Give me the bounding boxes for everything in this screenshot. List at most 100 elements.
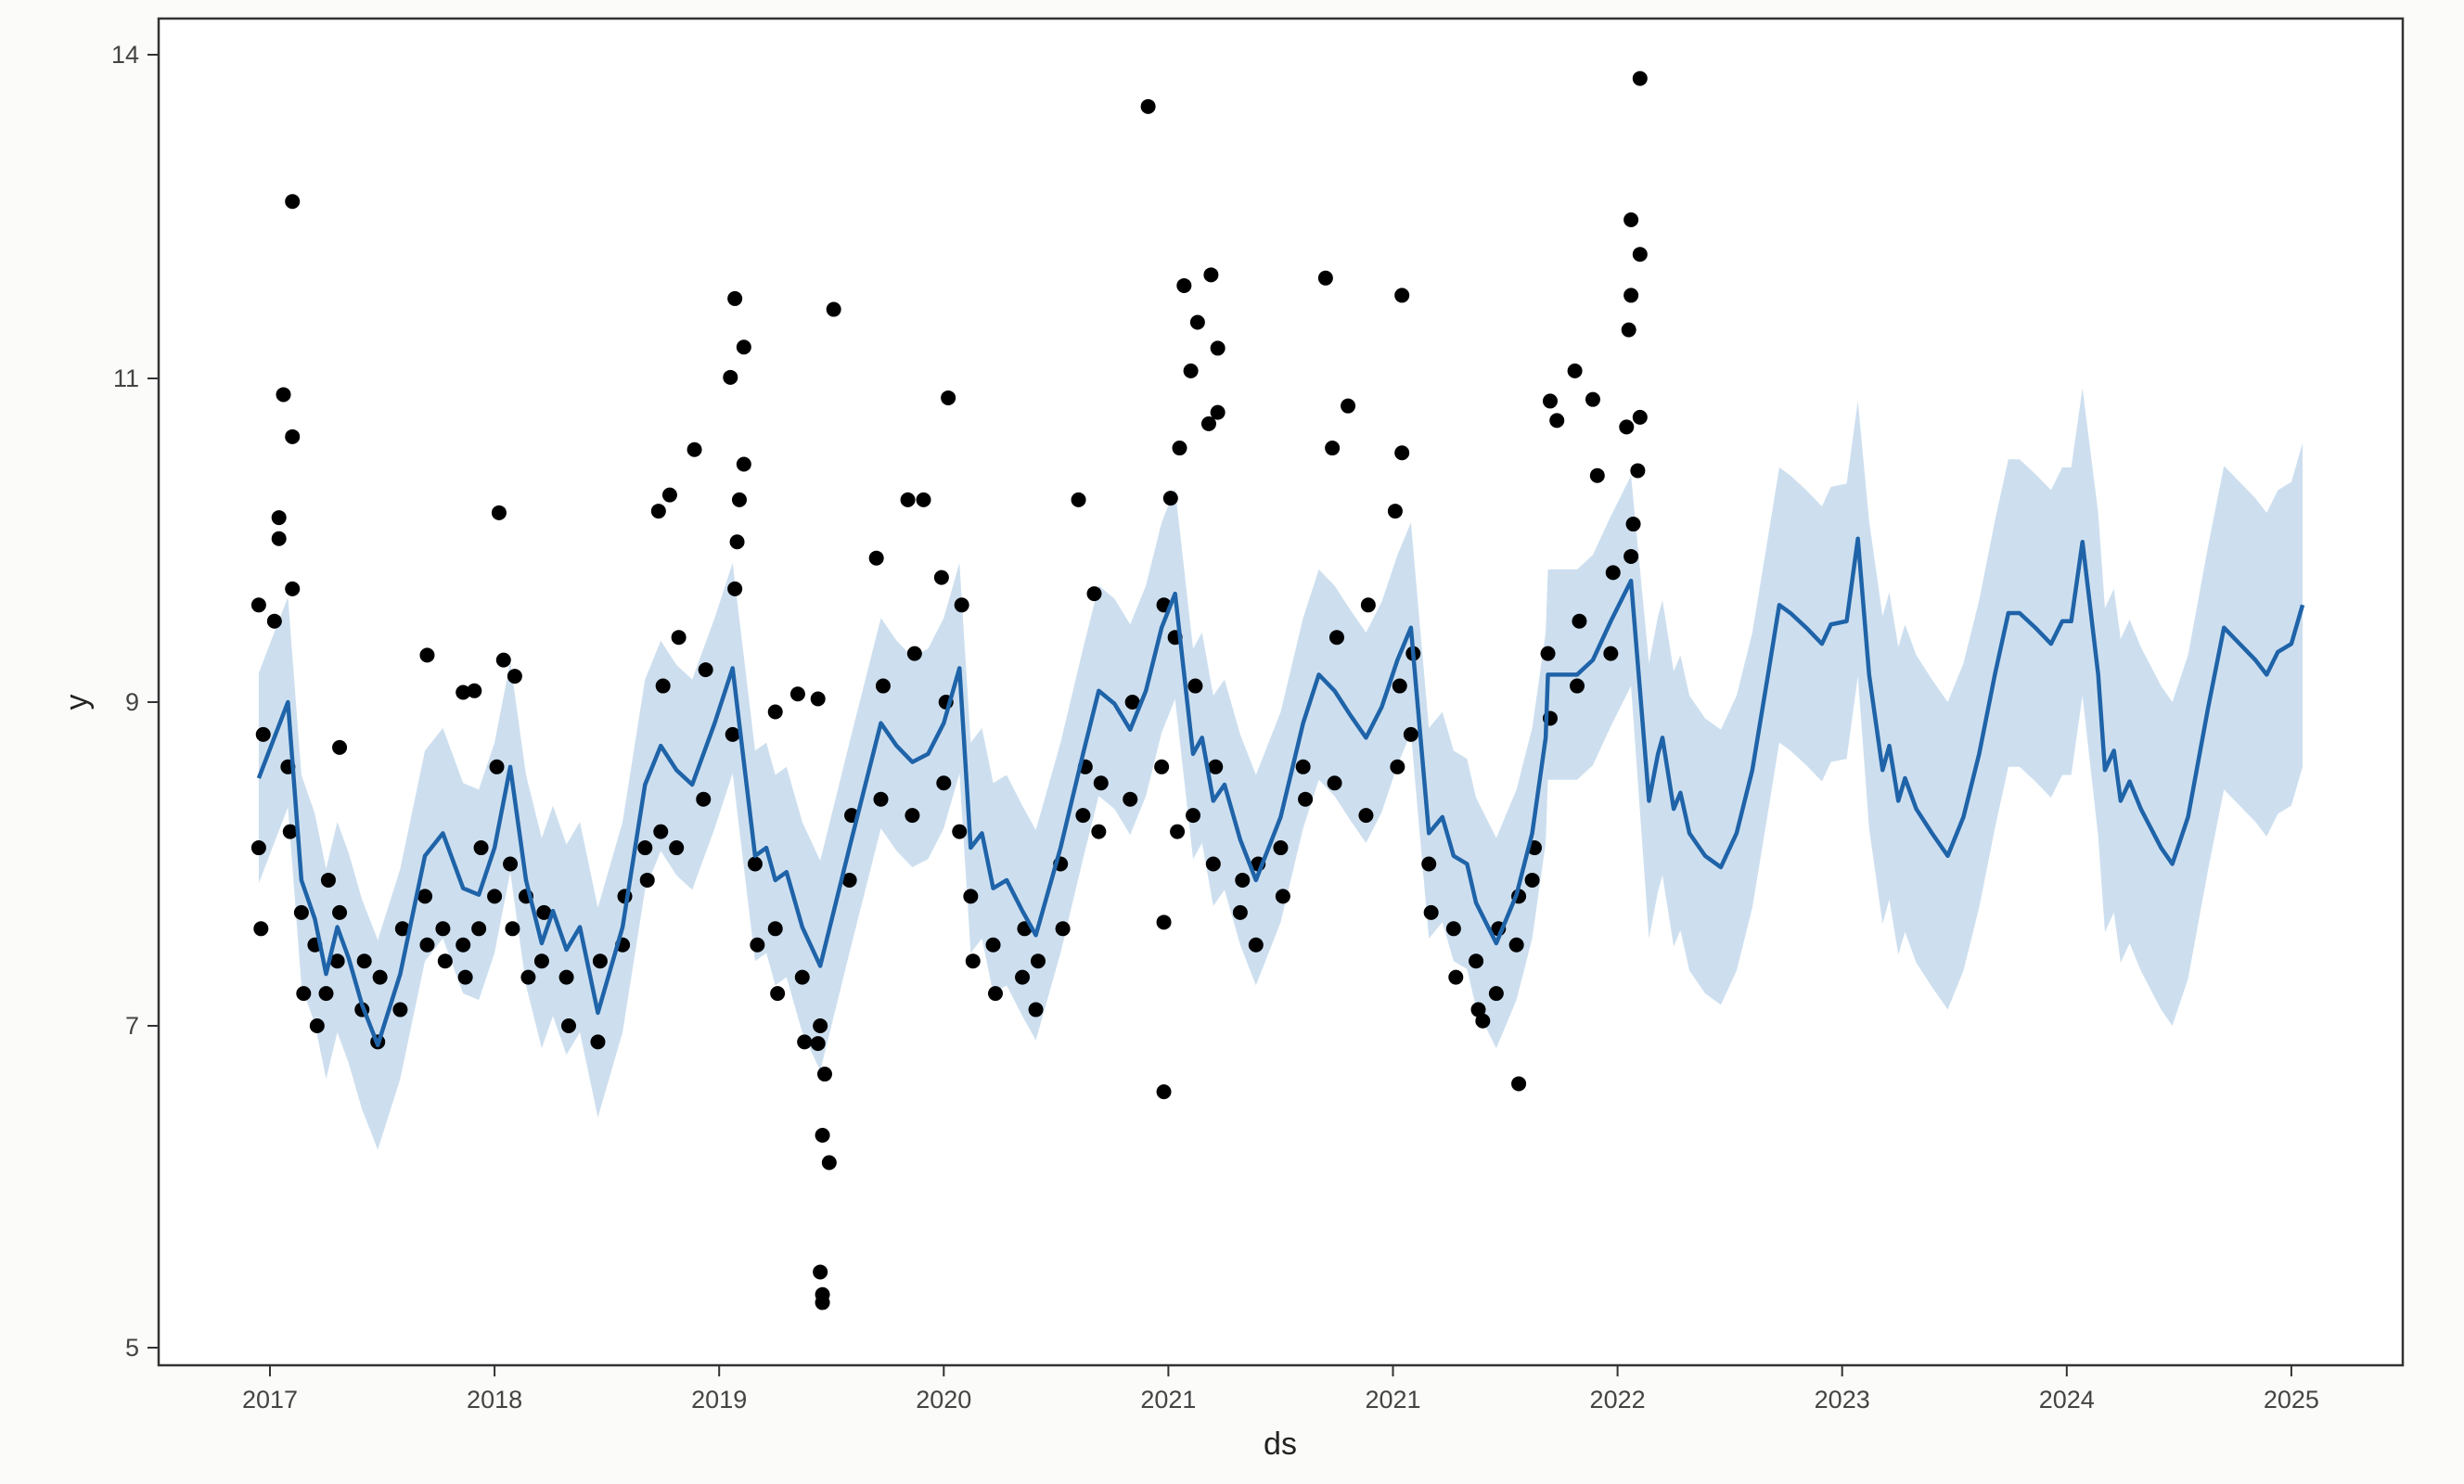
observation-point — [1235, 872, 1251, 888]
observation-point — [1176, 277, 1192, 293]
observation-point — [1549, 413, 1565, 429]
observation-point — [1172, 441, 1187, 456]
observation-point — [266, 613, 282, 629]
observation-point — [1317, 270, 1333, 286]
observation-point — [417, 889, 433, 904]
observation-point — [1341, 398, 1356, 414]
observation-point — [392, 1002, 408, 1017]
observation-point — [1327, 775, 1342, 791]
observation-point — [1542, 393, 1558, 409]
observation-point — [473, 840, 489, 856]
x-tick-label: 2023 — [1815, 1386, 1870, 1414]
observation-point — [1470, 1002, 1486, 1017]
x-axis-title: ds — [1264, 1426, 1297, 1462]
observation-point — [1055, 921, 1071, 937]
observation-point — [813, 1264, 828, 1280]
observation-point — [655, 678, 671, 694]
x-tick-label: 2018 — [467, 1386, 522, 1414]
observation-point — [954, 597, 969, 613]
observation-point — [456, 937, 471, 953]
observation-point — [1328, 630, 1344, 646]
observation-point — [293, 904, 309, 920]
uncertainty-band-layer — [258, 388, 2304, 1150]
observation-point — [687, 441, 702, 457]
x-axis: 2017 2018 2019 2020 2021 2021 2022 2023 2024 2025 — [242, 1365, 2319, 1414]
y-tick-label: 5 — [125, 1334, 139, 1362]
observation-point — [285, 429, 301, 444]
observation-point — [437, 953, 453, 969]
observation-point — [503, 856, 519, 872]
observation-point — [671, 630, 687, 646]
observation-point — [1632, 409, 1648, 425]
observation-point — [471, 921, 487, 937]
observation-point — [810, 691, 826, 707]
observation-point — [276, 387, 291, 403]
forecast-line — [256, 536, 2305, 1048]
observation-point — [794, 969, 810, 985]
observation-point — [1071, 492, 1086, 507]
observation-point — [1248, 937, 1264, 953]
observation-point — [747, 856, 763, 872]
observation-point — [661, 487, 677, 503]
observation-point — [1605, 565, 1621, 581]
observation-point — [253, 921, 269, 937]
x-tick-label: 2019 — [691, 1386, 747, 1414]
observation-point — [789, 686, 805, 702]
observation-point — [1275, 889, 1290, 904]
observation-point — [816, 1067, 832, 1082]
observation-point — [669, 840, 685, 856]
observation-point — [1210, 340, 1226, 356]
x-tick-label: 2022 — [1590, 1386, 1646, 1414]
observation-point — [590, 1034, 606, 1050]
observation-point — [1205, 856, 1221, 872]
observation-point — [491, 505, 507, 520]
observation-point — [467, 683, 482, 698]
observation-point — [797, 1034, 813, 1050]
observation-point — [639, 872, 655, 888]
observation-point — [727, 290, 743, 306]
observation-point — [1200, 416, 1216, 431]
observation-point — [1186, 808, 1201, 824]
observation-point — [736, 339, 751, 355]
observation-point — [826, 301, 841, 317]
observation-point — [767, 704, 783, 720]
observation-point — [487, 889, 503, 904]
observation-point — [255, 726, 271, 742]
observation-point — [841, 872, 857, 888]
observation-point — [356, 953, 372, 969]
observation-point — [1203, 267, 1219, 283]
observation-point — [1394, 288, 1410, 303]
x-tick-label: 2021 — [1140, 1386, 1196, 1414]
observation-point — [750, 937, 765, 953]
observation-point — [1423, 904, 1439, 920]
observation-point — [329, 953, 345, 969]
observation-point — [1603, 646, 1619, 661]
y-axis-title: y — [59, 695, 95, 710]
observation-point — [900, 492, 916, 507]
observation-point — [489, 759, 505, 774]
observation-point — [731, 492, 747, 507]
observation-point — [1360, 597, 1376, 613]
observation-point — [1625, 517, 1641, 532]
observation-point — [271, 531, 287, 546]
observation-point — [533, 953, 549, 969]
observation-point — [1524, 872, 1540, 888]
observation-point — [1154, 759, 1170, 774]
y-axis: 5 7 9 11 14 — [111, 41, 159, 1362]
observation-point — [394, 921, 410, 937]
observation-point — [1232, 904, 1248, 920]
observation-point — [372, 969, 388, 985]
observation-point — [767, 921, 783, 937]
x-tick-label: 2020 — [916, 1386, 971, 1414]
observation-point — [332, 904, 348, 920]
y-tick-label: 14 — [111, 41, 139, 69]
observation-point — [936, 775, 952, 791]
observation-point — [653, 824, 669, 839]
observation-point — [1123, 791, 1138, 807]
observation-point — [1075, 808, 1091, 824]
observation-point — [1086, 586, 1102, 602]
observation-point — [592, 953, 608, 969]
observation-point — [1421, 856, 1437, 872]
observation-point — [650, 504, 666, 519]
